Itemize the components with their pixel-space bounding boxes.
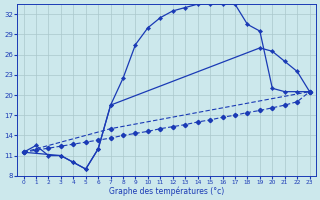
X-axis label: Graphe des températures (°c): Graphe des températures (°c) [109, 186, 224, 196]
